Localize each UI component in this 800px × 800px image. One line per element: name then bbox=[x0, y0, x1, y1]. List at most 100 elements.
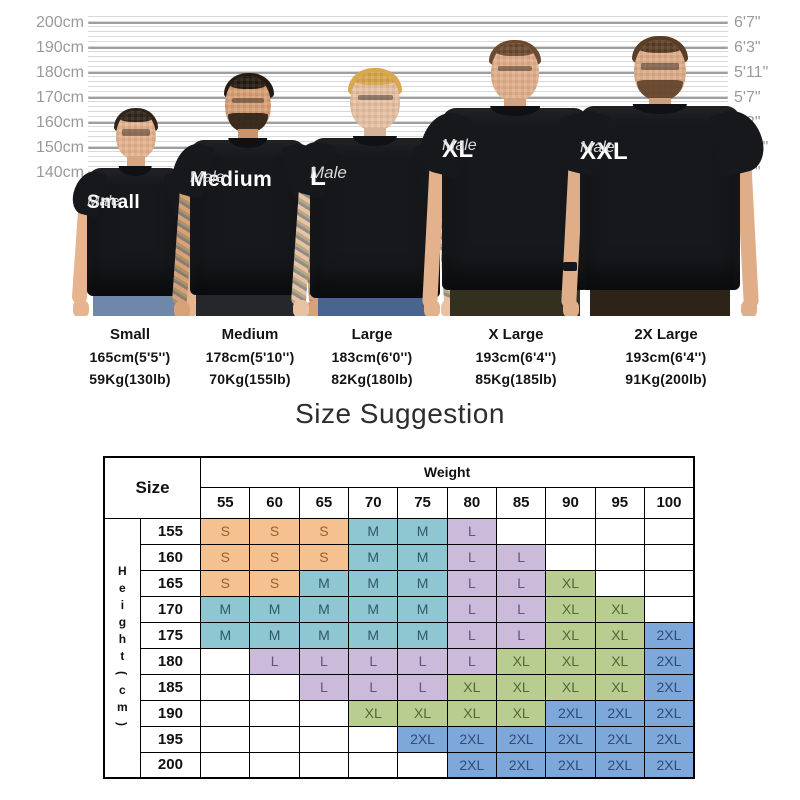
model-xxlarge: XXL Male bbox=[550, 36, 770, 316]
size-cell-2XL: 2XL bbox=[643, 647, 695, 675]
size-cell-XL: XL bbox=[545, 673, 596, 701]
size-cell-empty bbox=[200, 647, 251, 675]
size-cell-M: M bbox=[298, 595, 350, 623]
height-label-ft: 6'3" bbox=[734, 39, 761, 56]
table-row: 200 2XL 2XL 2XL 2XL 2XL bbox=[104, 751, 695, 779]
size-cell-S: S bbox=[298, 517, 350, 545]
size-cell-XL: XL bbox=[446, 673, 498, 701]
size-cell-empty bbox=[643, 569, 695, 597]
size-cell-empty bbox=[643, 517, 695, 545]
shirt-size-label: XXL bbox=[580, 138, 629, 165]
size-cell-empty bbox=[249, 699, 300, 727]
spec-weight: 70Kg(155lb) bbox=[209, 371, 291, 387]
size-cell-empty bbox=[200, 699, 251, 727]
size-cell-empty bbox=[200, 751, 251, 779]
size-cell-L: L bbox=[249, 647, 300, 675]
size-cell-empty bbox=[348, 725, 399, 753]
spec-height: 193cm(6'4'') bbox=[625, 349, 707, 365]
left-hand bbox=[174, 301, 190, 316]
height-row-header: 200 bbox=[139, 751, 202, 779]
height-major-line bbox=[88, 72, 728, 74]
left-hand bbox=[424, 300, 440, 316]
spec-size-name: 2X Large bbox=[634, 326, 698, 343]
size-cell-XL: XL bbox=[594, 595, 645, 623]
size-cell-empty bbox=[545, 517, 596, 545]
shirt-size-label: Small bbox=[87, 192, 141, 213]
size-cell-XL: XL bbox=[348, 699, 399, 727]
size-cell-S: S bbox=[249, 517, 300, 545]
size-cell-M: M bbox=[348, 569, 399, 597]
size-cell-empty bbox=[249, 673, 300, 701]
size-cell-XL: XL bbox=[495, 647, 547, 675]
size-cell-empty bbox=[298, 699, 350, 727]
weight-column-header: 65 bbox=[298, 486, 350, 519]
size-cell-empty bbox=[249, 751, 300, 779]
height-row-header: 165 bbox=[139, 569, 202, 597]
weight-column-header: 100 bbox=[643, 486, 695, 519]
right-hand bbox=[741, 300, 757, 316]
size-cell-M: M bbox=[298, 569, 350, 597]
spec-weight: 82Kg(180lb) bbox=[331, 371, 413, 387]
spec-height: 178cm(5'10'') bbox=[205, 349, 295, 365]
table-row: 160 S S S M M L L bbox=[104, 543, 695, 571]
left-hand bbox=[73, 300, 89, 316]
glasses bbox=[640, 62, 680, 70]
size-cell-L: L bbox=[446, 595, 498, 623]
spec-2xlarge: 2X Large 193cm(6'4'') 91Kg(200lb) bbox=[586, 326, 746, 393]
pixelated-face bbox=[116, 111, 156, 159]
height-row-header: 170 bbox=[139, 595, 202, 623]
size-cell-L: L bbox=[446, 543, 498, 571]
size-cell-L: L bbox=[397, 673, 448, 701]
size-cell-XL: XL bbox=[495, 673, 547, 701]
size-cell-2XL: 2XL bbox=[446, 751, 498, 779]
spec-height: 193cm(6'4'') bbox=[475, 349, 557, 365]
t-shirt: Medium Male bbox=[167, 138, 329, 295]
size-cell-empty bbox=[495, 517, 547, 545]
size-cell-2XL: 2XL bbox=[594, 751, 645, 779]
size-cell-2XL: 2XL bbox=[594, 699, 645, 727]
size-cell-2XL: 2XL bbox=[643, 725, 695, 753]
size-cell-2XL: 2XL bbox=[643, 751, 695, 779]
size-cell-L: L bbox=[446, 517, 498, 545]
pixelated-face bbox=[225, 76, 271, 132]
size-cell-M: M bbox=[298, 621, 350, 649]
model-small: Small Male bbox=[57, 108, 213, 316]
size-cell-S: S bbox=[249, 543, 300, 571]
size-cell-L: L bbox=[298, 673, 350, 701]
shirt-gender-label: Male bbox=[87, 193, 120, 210]
spec-size-name: Large bbox=[351, 326, 393, 343]
size-cell-XL: XL bbox=[545, 569, 596, 597]
size-cell-S: S bbox=[249, 569, 300, 597]
shirt-gender-label: Male bbox=[580, 139, 615, 156]
shirt-gender-label: Male bbox=[442, 137, 477, 154]
size-cell-M: M bbox=[348, 595, 399, 623]
height-major-line bbox=[88, 97, 728, 99]
size-cell-XL: XL bbox=[545, 621, 596, 649]
spec-size-name: X Large bbox=[488, 326, 544, 343]
model-xlarge: XL Male bbox=[412, 40, 618, 316]
t-shirt: L Male bbox=[285, 136, 465, 298]
height-label-cm: 160cm bbox=[35, 114, 84, 131]
height-row-header: 185 bbox=[139, 673, 202, 701]
size-cell-L: L bbox=[397, 647, 448, 675]
size-cell-XL: XL bbox=[446, 699, 498, 727]
size-cell-L: L bbox=[348, 673, 399, 701]
size-cell-S: S bbox=[200, 569, 251, 597]
size-cell-M: M bbox=[200, 621, 251, 649]
left-hand bbox=[293, 300, 309, 316]
weight-column-header: 90 bbox=[545, 486, 596, 519]
size-cell-2XL: 2XL bbox=[545, 725, 596, 753]
spec-weight: 59Kg(130lb) bbox=[89, 371, 171, 387]
model-large: L Male bbox=[280, 68, 470, 316]
size-suggestion-title: Size Suggestion bbox=[295, 398, 505, 429]
size-cell-M: M bbox=[397, 543, 448, 571]
height-label-ft: 5'11" bbox=[734, 64, 769, 81]
size-cell-empty bbox=[594, 543, 645, 571]
pixelated-face bbox=[350, 72, 400, 130]
size-cell-S: S bbox=[200, 517, 251, 545]
size-cell-empty bbox=[249, 725, 300, 753]
table-row: 165 S S M M M L L XL bbox=[104, 569, 695, 597]
weight-column-header: 75 bbox=[397, 486, 448, 519]
